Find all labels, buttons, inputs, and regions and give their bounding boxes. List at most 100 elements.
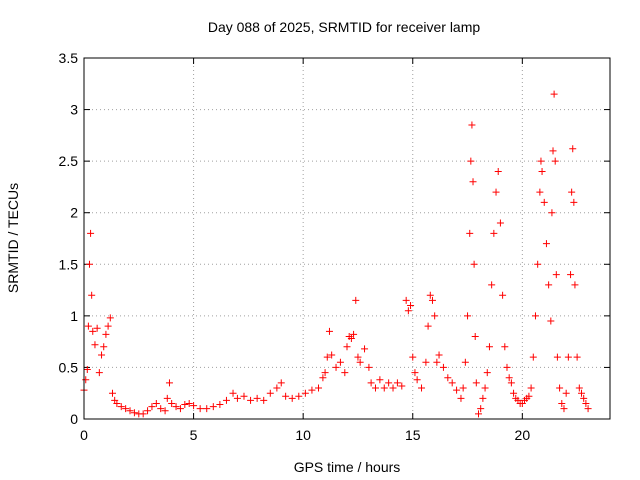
data-point [209, 403, 217, 411]
data-point [144, 407, 152, 415]
data-point [380, 384, 388, 392]
data-point [126, 407, 134, 415]
data-point [428, 296, 436, 304]
data-point [95, 369, 103, 377]
data-point [229, 389, 237, 397]
data-point [113, 400, 121, 408]
data-point [453, 386, 461, 394]
data-point [548, 209, 556, 217]
y-tick-label: 1.5 [59, 256, 79, 272]
x-tick-label: 15 [405, 427, 421, 443]
data-point [352, 296, 360, 304]
data-point [551, 157, 559, 165]
data-point [196, 405, 204, 413]
data-point [567, 271, 575, 279]
data-point [444, 374, 452, 382]
data-point [253, 394, 261, 402]
data-point [448, 379, 456, 387]
data-point [104, 322, 112, 330]
x-axis-label: GPS time / hours [294, 459, 401, 475]
data-point [260, 396, 268, 404]
data-point [347, 335, 355, 343]
data-point [464, 312, 472, 320]
data-point [481, 384, 489, 392]
data-point [398, 382, 406, 390]
data-point [122, 405, 130, 413]
data-point [580, 394, 588, 402]
y-tick-label: 0 [70, 411, 78, 427]
data-point [282, 392, 290, 400]
data-point [529, 353, 537, 361]
data-point [461, 358, 469, 366]
data-point [560, 405, 568, 413]
data-point [356, 358, 364, 366]
data-point [341, 369, 349, 377]
data-point [87, 229, 95, 237]
data-point [549, 147, 557, 155]
data-point [556, 384, 564, 392]
y-axis-label: SRMTID / TECUs [5, 183, 21, 293]
data-point [552, 271, 560, 279]
data-point [547, 317, 555, 325]
chart-title: Day 088 of 2025, SRMTID for receiver lam… [208, 19, 481, 35]
data-point [376, 376, 384, 384]
data-point [240, 392, 248, 400]
data-point [418, 384, 426, 392]
data-point [91, 341, 99, 349]
data-point [477, 405, 485, 413]
data-point [499, 291, 507, 299]
data-point [534, 260, 542, 268]
data-point [527, 384, 535, 392]
data-point [469, 178, 477, 186]
data-point [570, 198, 578, 206]
data-point [319, 374, 327, 382]
ticks-layer: 0 0.5 1 1.5 2 2.5 3 3.5 0 5 10 15 20 [59, 50, 610, 443]
data-point [148, 403, 156, 411]
data-point [558, 400, 566, 408]
data-point [100, 343, 108, 351]
data-point [354, 353, 362, 361]
data-point [424, 322, 432, 330]
data-point [404, 307, 412, 315]
y-tick-label: 1 [70, 308, 78, 324]
data-point [505, 374, 513, 382]
data-point [468, 121, 476, 129]
data-point [575, 384, 583, 392]
y-tick-label: 2 [70, 205, 78, 221]
data-point [266, 389, 274, 397]
data-point [582, 400, 590, 408]
data-point [108, 389, 116, 397]
x-tick-label: 20 [515, 427, 531, 443]
data-point [472, 379, 480, 387]
data-point [190, 402, 198, 410]
data-point [152, 400, 160, 408]
data-point [569, 145, 577, 153]
data-point [568, 188, 576, 196]
data-point [350, 330, 358, 338]
grid-layer [84, 58, 610, 419]
data-point [571, 281, 579, 289]
data-point [540, 198, 548, 206]
data-point [185, 400, 193, 408]
data-point [273, 384, 281, 392]
data-point [545, 281, 553, 289]
data-point [233, 394, 241, 402]
data-point [413, 376, 421, 384]
data-point [507, 379, 515, 387]
plot-frame [83, 57, 611, 420]
data-point [485, 343, 493, 351]
data-point [536, 188, 544, 196]
data-point [471, 332, 479, 340]
data-point [130, 409, 138, 417]
data-point [542, 240, 550, 248]
data-point [161, 407, 169, 415]
data-point [470, 260, 478, 268]
data-point [578, 389, 586, 397]
data-point [222, 396, 230, 404]
data-point [475, 410, 482, 418]
data-point [501, 343, 509, 351]
data-point [247, 396, 255, 404]
data-point [321, 369, 329, 377]
data-point [433, 358, 441, 366]
